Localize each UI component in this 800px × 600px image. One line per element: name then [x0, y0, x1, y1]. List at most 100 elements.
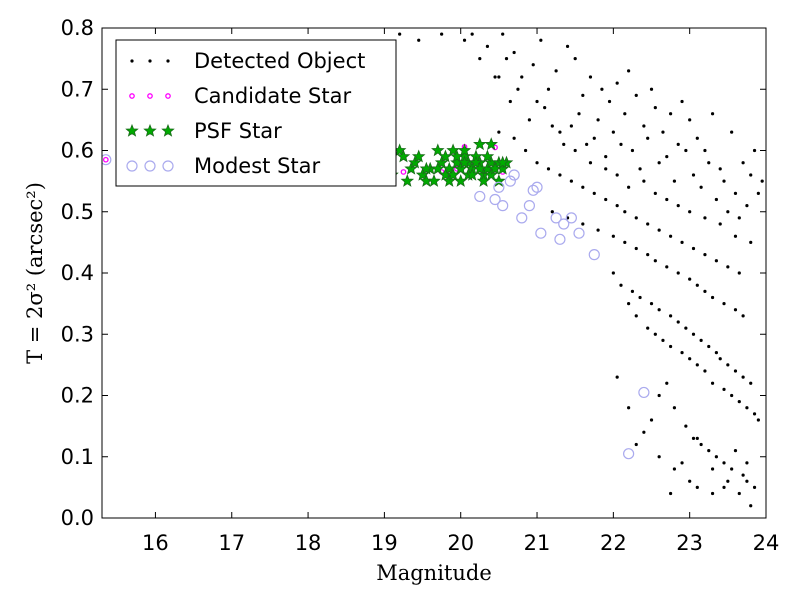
x-tick-label: 20: [447, 531, 474, 555]
data-point: [741, 161, 745, 165]
data-point: [642, 179, 646, 183]
data-point: [543, 106, 547, 110]
data-point: [710, 112, 715, 116]
data-point: [473, 137, 487, 151]
data-point: [493, 181, 505, 193]
data-point: [657, 161, 661, 165]
data-point: [745, 204, 749, 208]
data-point: [619, 283, 623, 287]
legend-item: Modest Star: [126, 154, 320, 178]
data-point: [497, 130, 501, 134]
data-point: [588, 161, 593, 165]
data-point: [634, 216, 638, 220]
legend-marker-glyph: [144, 160, 156, 172]
data-point: [688, 118, 692, 122]
data-point: [680, 461, 684, 465]
data-point: [703, 253, 707, 257]
data-point: [672, 406, 677, 410]
data-point: [615, 375, 619, 379]
data-point: [600, 87, 604, 91]
data-point: [478, 57, 482, 61]
legend-marker: [126, 160, 174, 172]
series-modest-star: [102, 154, 650, 460]
data-point: [668, 491, 673, 496]
data-point: [446, 167, 460, 181]
data-point: [523, 148, 528, 153]
data-point: [604, 197, 608, 202]
data-point: [649, 302, 654, 306]
x-tick-label: 24: [753, 531, 780, 555]
data-point: [710, 491, 715, 496]
data-point: [733, 449, 738, 453]
legend-label: PSF Star: [194, 119, 282, 143]
data-point: [741, 473, 745, 477]
data-point: [619, 142, 623, 146]
data-point: [427, 174, 441, 187]
data-point: [703, 216, 707, 220]
axes-layer: 16 17 18 19 20 21 22 23 24 0.0 0.1 0.2 0.3 0.4 0.5 0.6 0…: [61, 16, 780, 555]
data-point: [611, 271, 615, 275]
x-tick-label: 21: [524, 531, 551, 555]
data-point: [573, 57, 577, 61]
data-point: [550, 210, 554, 214]
y-tick-label: 0.8: [61, 16, 94, 40]
data-point: [703, 289, 707, 293]
legend-items: Detected Object Candidate Star PSF Star Mod…: [125, 49, 365, 178]
legend-marker-glyph: [162, 160, 174, 172]
data-point: [688, 357, 692, 361]
data-point: [634, 442, 638, 447]
y-tick-label: 0.1: [61, 445, 94, 469]
data-point: [688, 479, 692, 483]
data-point: [462, 38, 467, 42]
legend-marker-glyph: [166, 59, 170, 63]
data-point: [653, 191, 657, 195]
data-point: [745, 479, 749, 483]
data-point: [527, 184, 539, 196]
data-point: [707, 161, 711, 165]
data-point: [714, 197, 718, 202]
data-point: [691, 332, 696, 336]
data-point: [516, 212, 528, 224]
data-point: [726, 363, 730, 367]
data-point: [615, 204, 619, 208]
y-tick-label: 0.4: [61, 261, 94, 285]
data-point: [684, 424, 688, 428]
data-point: [550, 212, 562, 224]
data-point: [688, 277, 692, 281]
legend-box: [115, 39, 397, 187]
data-point: [485, 44, 490, 48]
data-point: [596, 228, 600, 232]
data-point: [726, 210, 730, 214]
data-point: [581, 185, 585, 189]
data-point: [596, 118, 600, 122]
data-point: [752, 485, 757, 489]
data-point: [752, 412, 757, 416]
data-point: [573, 227, 585, 239]
data-point: [646, 326, 650, 330]
data-point: [672, 179, 677, 183]
legend-marker: [130, 59, 170, 63]
data-point: [592, 136, 596, 140]
marks-layer: [102, 32, 764, 508]
data-point: [714, 351, 718, 355]
data-point: [722, 485, 726, 489]
data-point: [737, 400, 741, 404]
data-point: [562, 142, 566, 146]
data-point: [684, 148, 688, 153]
data-point: [453, 161, 468, 175]
data-point: [665, 155, 669, 159]
data-point: [714, 259, 718, 263]
data-point: [691, 436, 696, 440]
data-point: [707, 449, 711, 453]
data-point: [508, 169, 520, 181]
data-point: [569, 179, 573, 183]
data-point: [756, 191, 760, 195]
data-point: [495, 155, 510, 169]
data-point: [611, 234, 615, 238]
data-point: [642, 430, 646, 434]
x-tick-label: 18: [295, 531, 322, 555]
series-detected-object: [398, 32, 764, 508]
y-tick-label: 0.6: [61, 139, 94, 163]
